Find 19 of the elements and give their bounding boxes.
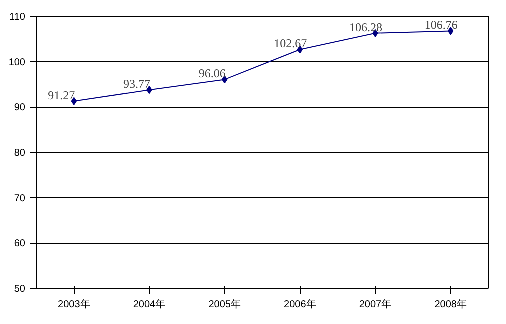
y-tick-label: 90 (14, 102, 26, 114)
y-tick-label: 110 (10, 12, 26, 23)
data-label: 91.27 (48, 88, 76, 102)
x-tick-label: 2003年 (58, 298, 90, 310)
data-label: 106.76 (424, 18, 458, 32)
x-tick-label: 2008年 (434, 298, 467, 310)
y-tick-label: 100 (8, 57, 26, 68)
x-tick-label: 2004年 (133, 298, 166, 310)
x-tick-label: 2007年 (359, 298, 392, 310)
x-tick-label: 2005年 (208, 298, 241, 310)
x-tick-label: 2006年 (284, 298, 316, 310)
y-tick-label: 70 (14, 193, 26, 204)
data-label: 106.28 (350, 20, 382, 34)
data-label: 102.67 (274, 36, 308, 51)
y-tick-label: 50 (14, 284, 26, 295)
y-tick-label: 60 (14, 238, 26, 250)
data-label: 93.77 (124, 77, 150, 92)
y-tick-label: 80 (14, 148, 26, 159)
data-label: 96.06 (198, 66, 226, 81)
